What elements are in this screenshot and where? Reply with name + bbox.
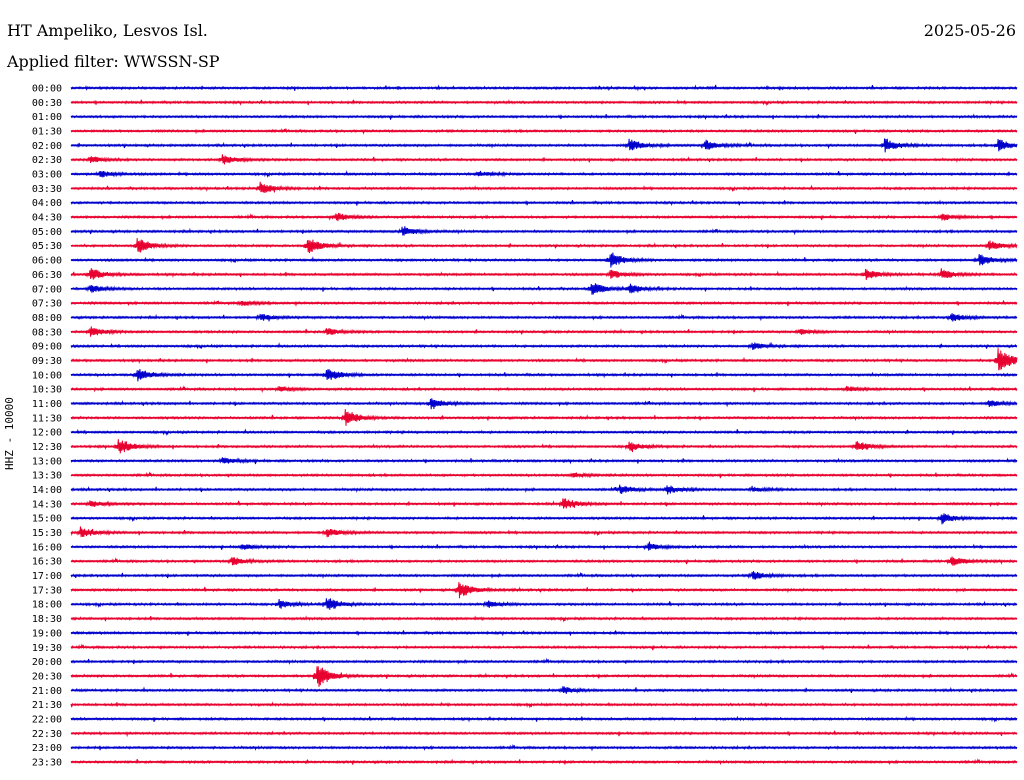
time-label: 17:00 [32,571,62,582]
time-label: 16:30 [32,557,62,568]
time-label: 01:00 [32,112,62,123]
time-label: 06:00 [32,256,62,267]
time-label: 13:00 [32,456,62,467]
time-label: 21:00 [32,686,62,697]
time-label: 04:30 [32,213,62,224]
time-label: 18:00 [32,600,62,611]
time-label: 22:30 [32,729,62,740]
time-label: 02:30 [32,155,62,166]
time-label: 14:00 [32,485,62,496]
time-label: 20:30 [32,671,62,682]
time-label: 21:30 [32,700,62,711]
time-label: 07:30 [32,299,62,310]
time-label: 07:00 [32,284,62,295]
time-label: 05:00 [32,227,62,238]
station-title: HT Ampeliko, Lesvos Isl. [7,21,208,40]
time-label: 22:00 [32,714,62,725]
time-label: 00:30 [32,98,62,109]
time-label: 10:30 [32,385,62,396]
time-label: 20:00 [32,657,62,668]
time-label: 15:30 [32,528,62,539]
time-label: 16:00 [32,542,62,553]
time-label: 11:00 [32,399,62,410]
time-label: 04:00 [32,198,62,209]
time-label: 06:30 [32,270,62,281]
time-label: 23:30 [32,757,62,768]
time-label: 11:30 [32,413,62,424]
time-label: 05:30 [32,241,62,252]
time-label: 19:00 [32,628,62,639]
time-label: 15:00 [32,514,62,525]
time-label: 14:30 [32,499,62,510]
time-label: 12:00 [32,428,62,439]
time-label: 03:00 [32,170,62,181]
time-label: 18:30 [32,614,62,625]
record-date: 2025-05-26 [923,21,1016,40]
time-label: 13:30 [32,471,62,482]
filter-label: Applied filter: WWSSN-SP [7,52,220,71]
time-label: 19:30 [32,643,62,654]
time-label: 03:30 [32,184,62,195]
time-label: 23:00 [32,743,62,754]
seismic-trace [70,181,1018,194]
time-label: 08:00 [32,313,62,324]
time-label: 12:30 [32,442,62,453]
seismic-trace [70,348,1018,371]
time-label: 02:00 [32,141,62,152]
time-label: 17:30 [32,585,62,596]
time-label: 09:00 [32,342,62,353]
time-label: 01:30 [32,127,62,138]
time-label: 00:00 [32,84,62,95]
time-label: 09:30 [32,356,62,367]
time-label: 10:00 [32,370,62,381]
time-label: 08:30 [32,327,62,338]
